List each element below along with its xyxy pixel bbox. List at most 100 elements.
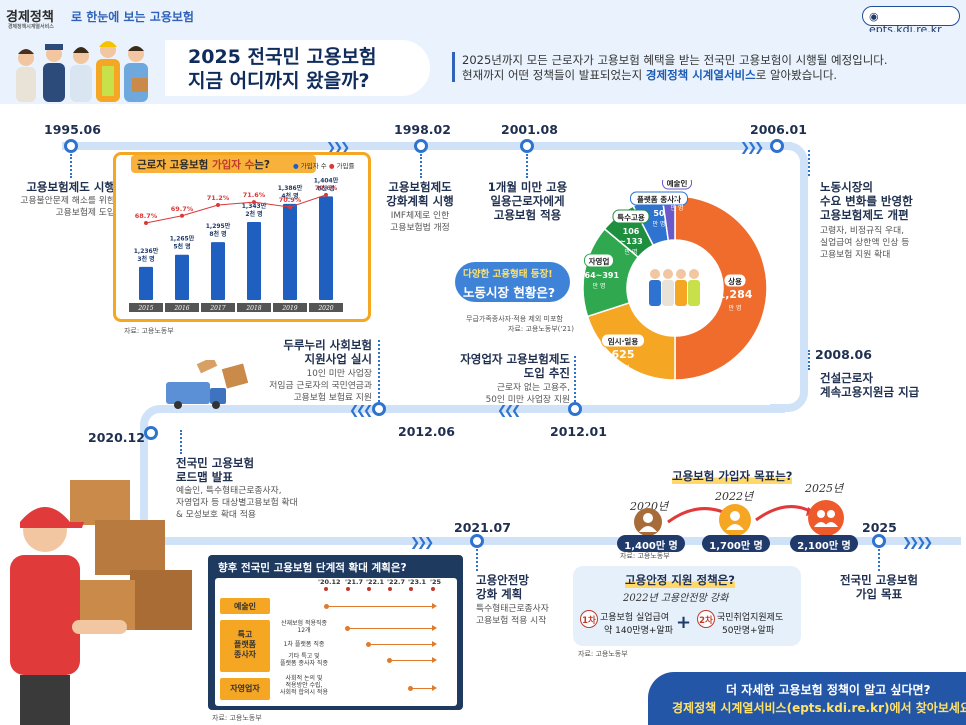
bar-label-2020: 8천 명 [317,184,334,192]
policy-plus-icon: + [676,612,692,633]
plan-self-arrow [432,685,437,691]
event-2012-06-desc1: 10인 미만 사업장 [306,369,372,379]
policy-step1-line1: 고용보험 실업급여 [600,613,670,623]
event-1995-head: 고용보험제도 시행 [26,180,115,194]
policy-step2-line2: 50만명+알파 [722,626,775,636]
event-2006-desc1: 고령자, 비정규직 우대, [820,226,905,236]
timeline-dot-1995[interactable] [64,139,78,153]
backward-chevrons-2: ❯❯❯ [352,403,374,417]
donut-value-3: ~133 [619,237,642,246]
rate-label-2017: 71.2% [207,194,230,202]
donut-label-pill-0 [723,273,747,288]
timeline-track-3 [176,537,961,545]
forward-chevrons-1: ❯❯❯ [326,140,350,154]
target-2022-value: 1,700만 명 [702,535,770,552]
cta-line2[interactable]: 경제정책 시계열서비스(epts.kdi.re.kr)에서 찾아보세요! [672,701,966,715]
connector-2021-07 [476,549,478,571]
bar-2019 [283,203,297,300]
plan-special2-start [366,642,371,647]
donut-segment-0 [674,195,768,381]
rate-label-2019: 70.9% [279,196,302,204]
center-worker-head-0 [650,269,660,279]
timeline-dot-1998[interactable] [414,139,428,153]
year-2012-06: 2012.06 [398,424,455,439]
plan-category-special: 특고 플랫폼 종사자 [220,620,270,672]
year-2012-01: 2012.01 [550,424,607,439]
policy-subtitle: 2022년 고용안전망 강화 [623,593,729,604]
timeline-dot-2025[interactable] [872,534,886,548]
donut-label-4: 플랫폼 종사자 [637,194,681,204]
plan-special3-line [391,660,434,661]
cta-line1: 더 자세한 고용보험 정책이 알고 싶다면? [726,683,931,697]
connector-1998 [420,154,422,178]
policy-title: 고용안정 지원 정책은? [625,572,735,588]
chart-legend: ● 가입자 수 ● 가입률 [293,162,355,170]
bar-2018 [247,221,261,300]
rate-label-2015: 68.7% [135,212,158,220]
forward-chevrons-3: ❯❯❯ [410,535,434,549]
title-panel [165,40,430,96]
timeline-dot-2006[interactable] [770,139,784,153]
cta-banner[interactable] [648,672,966,725]
event-2006-head3: 고용보험제도 개편 [820,208,909,222]
event-2021-07-desc1: 특수형태근로종사자 [476,604,549,614]
tick-label-2020: 2020 [317,305,333,312]
chart-title: 근로자 고용보험 가입자 수는? [137,159,270,171]
donut-value-5: 7 [674,193,680,202]
timeline-dot-2012-01[interactable] [568,402,582,416]
donut-unit-3: 만 명 [625,248,638,256]
teaser-line1: 다양한 고용형태 등장! [463,269,553,280]
year-2021-07: 2021.07 [454,520,511,535]
event-2001-head3: 고용보험 적용 [493,208,562,222]
donut-label-0: 상용 [728,276,742,286]
brand-logo[interactable]: 경제정책 경제정책시계열서비스 [6,10,54,30]
policy-step2-badge: 2차 [697,610,715,628]
plan-row-special-3: 기타 특고 및 플랫폼 종사자 직종 [280,653,328,667]
donut-unit-2: 만 명 [593,282,606,290]
year-2025: 2025 [862,520,897,535]
timeline-dot-2021-07[interactable] [470,534,484,548]
plan-special3-start [387,658,392,663]
center-worker-body-2 [675,280,687,306]
event-1998-desc2: 고용보험법 개정 [390,223,450,233]
plan-source: 자료: 고용노동부 [212,714,262,722]
donut-unit-4: 만 명 [653,220,666,228]
rate-label-2020: 72.6% [315,184,338,192]
intro-accent-bar [452,52,455,82]
globe-icon: ◉ [869,10,879,23]
timeline-dot-2020-12[interactable] [144,426,158,440]
event-2020-12-desc1: 예술인, 특수형태근로종사자, [176,486,282,496]
event-2001-head1: 1개월 미만 고용 [487,180,568,194]
rate-point-2016 [180,213,184,218]
event-1995-desc2: 고용보험제 도입 [55,208,115,218]
teaser-line2: 노동시장 현황은? [463,285,556,300]
timeline-dot-2012-06[interactable] [372,402,386,416]
connector-2008 [808,350,810,370]
donut-unit-0: 만 명 [729,304,742,312]
plan-year-1: '20.12 [318,578,341,586]
connector-2006 [808,150,810,176]
tick-label-2015: 2015 [137,305,153,312]
delivery-worker-illustration [10,480,192,725]
donut-value-4: 50 [653,209,665,218]
plan-special1-arrow [432,625,437,631]
hero-banner [0,32,966,104]
event-2012-06-desc3: 고용보험 보험료 지원 [293,393,372,403]
bar-label-2019: 4천 명 [281,192,298,200]
bar-2015 [139,266,153,300]
event-2012-01-head2: 도입 추진 [523,366,570,380]
tick-box-2019 [273,303,307,312]
plan-year-markers [324,587,435,591]
event-2020-12-head1: 전국민 고용보험 [176,456,255,470]
event-2020-12-desc3: & 모성보호 확대 적용 [176,510,256,520]
timeline-dot-2001[interactable] [520,139,534,153]
site-url-link[interactable]: ◉ epts.kdi.re.kr [862,6,960,36]
bar-label-2017: 1,295만 [206,222,231,230]
event-2012-01-desc2: 50인 미만 사업장 지원 [485,395,570,405]
plan-year-5: '23.1 [408,578,427,586]
event-1995-desc1: 고용불안문제 해소를 위한 [20,196,115,206]
chart-title-tab [131,155,316,173]
donut-value-1: 625 [612,348,635,361]
rate-point-2015 [144,220,148,225]
